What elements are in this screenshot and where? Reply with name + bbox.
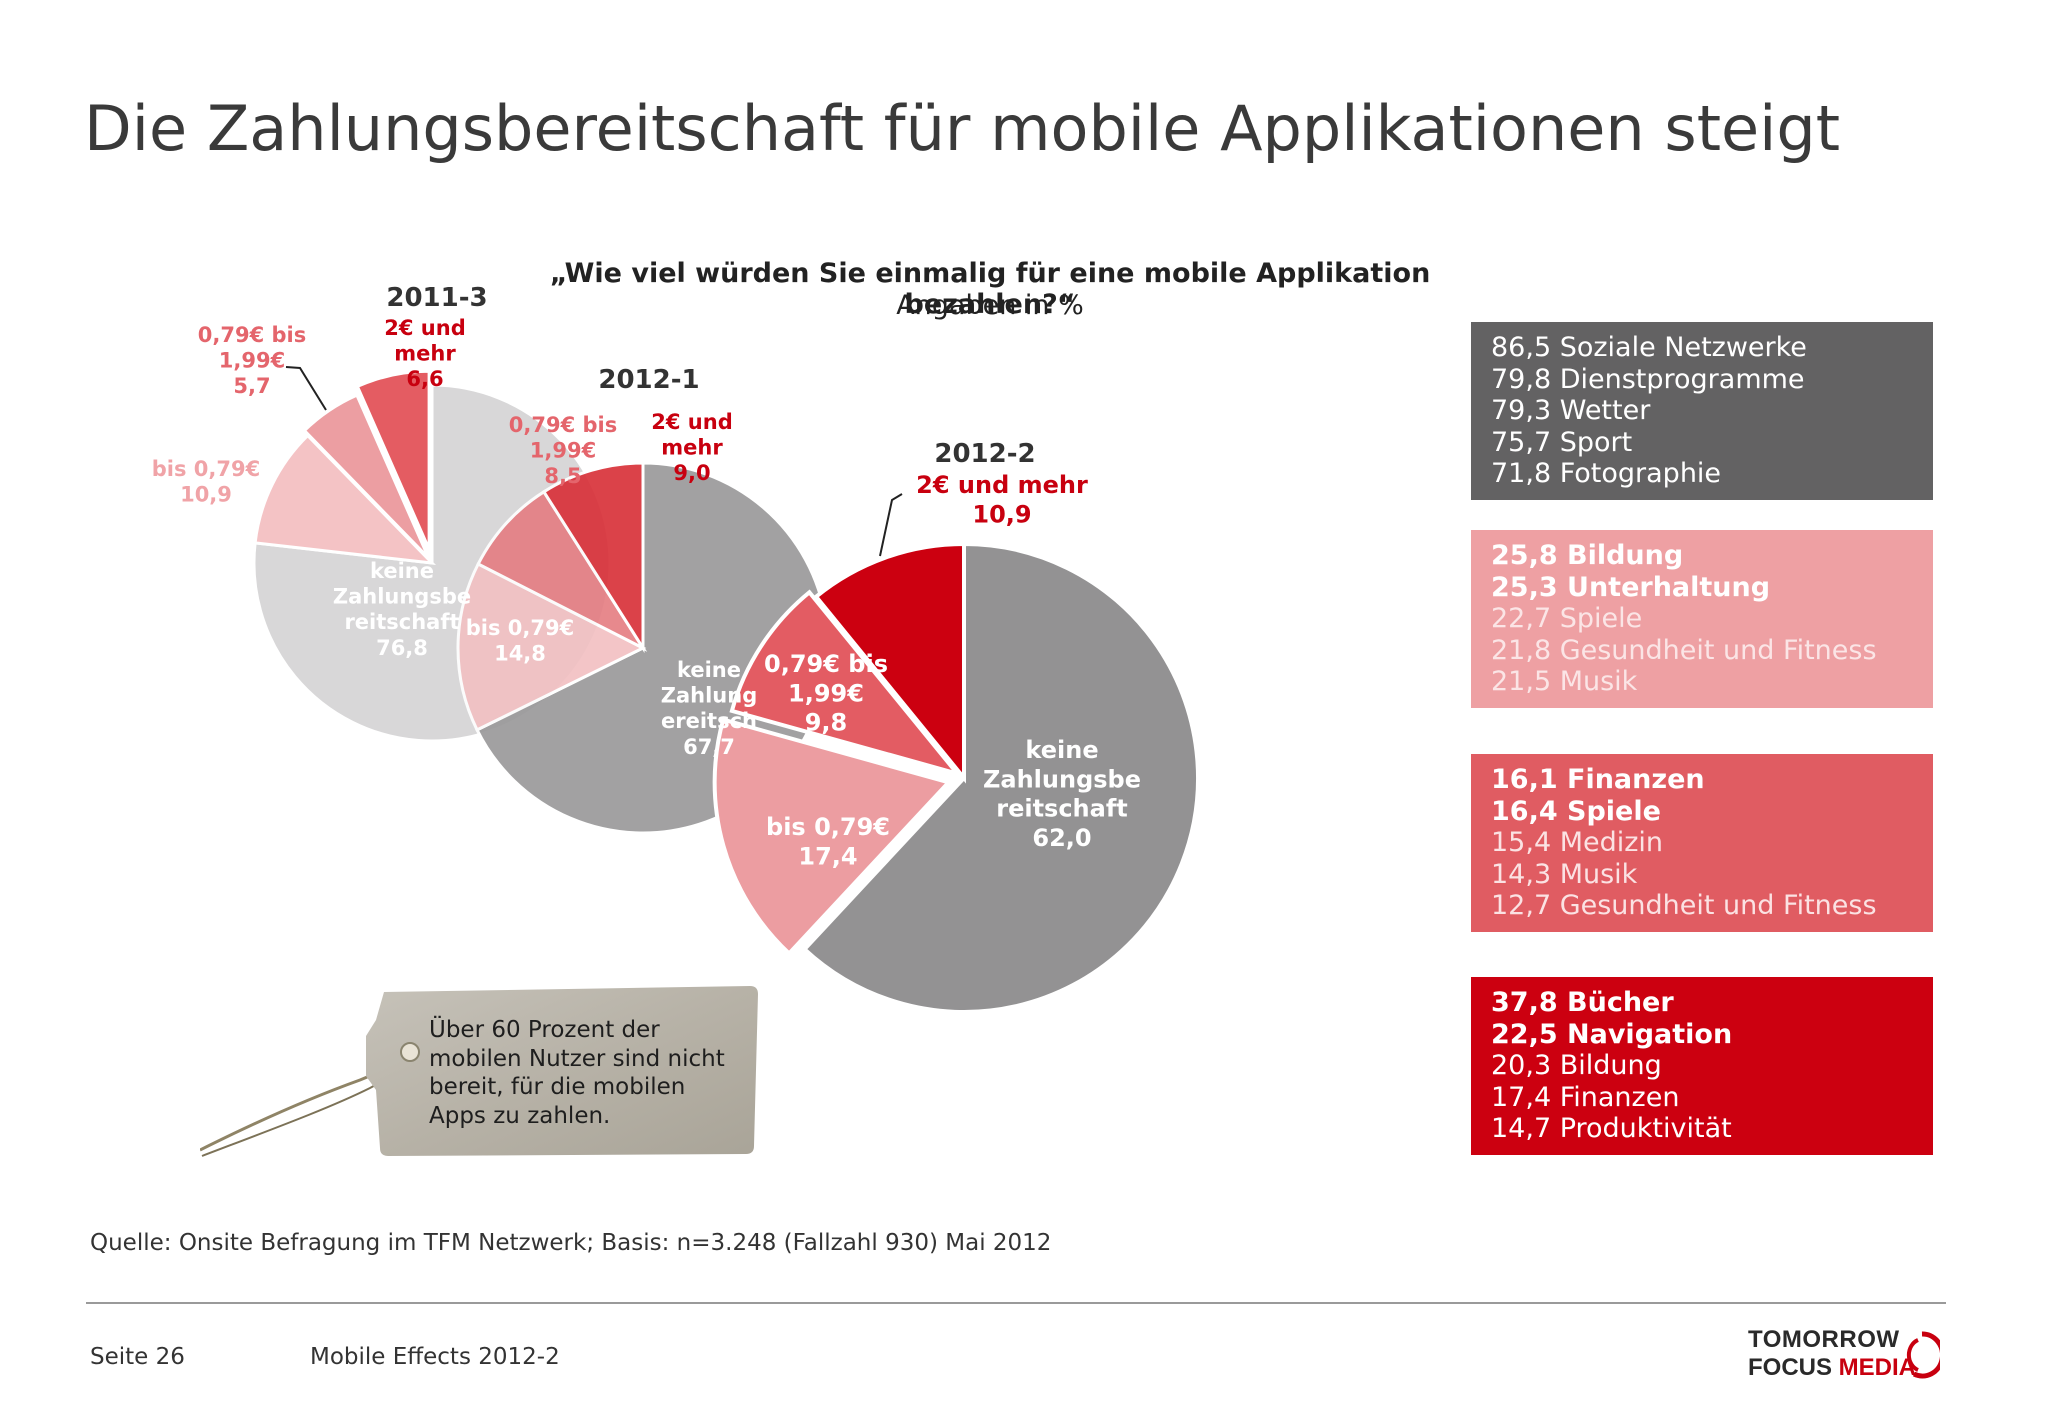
page-number: Seite 26	[90, 1344, 185, 1370]
category-item: 37,8 Bücher	[1491, 987, 1674, 1018]
pie-slice	[801, 541, 1201, 1014]
category-item: 17,4 Finanzen	[1491, 1081, 1680, 1113]
pie-2012-2	[712, 541, 1201, 1014]
slice-label: keine Zahlung ereitsch 67,7	[661, 658, 757, 759]
category-item: 86,5 Soziale Netzwerke	[1491, 332, 1807, 363]
pie-slice	[712, 717, 953, 957]
slice-label: bis 0,79€ 17,4	[766, 813, 890, 870]
slice-label: 2€ und mehr 9,0	[651, 410, 732, 485]
category-item: 20,3 Bildung	[1491, 1050, 1662, 1081]
tag-hole	[400, 1042, 420, 1062]
category-item: 75,7 Sport	[1491, 426, 1633, 458]
company-logo: TOMORROW FOCUS MEDIA	[1748, 1326, 1948, 1386]
logo-mark-icon	[1906, 1331, 1940, 1379]
category-item: 14,7 Produktivität	[1491, 1113, 1732, 1144]
category-item: 14,3 Musik	[1491, 858, 1638, 890]
category-box: 16,1 Finanzen 16,4 Spiele 15,4 Medizin 14,3…	[1471, 754, 1933, 932]
slice-label: bis 0,79€ 10,9	[152, 457, 260, 507]
price-tag-illustration	[200, 986, 758, 1157]
leader-line	[285, 366, 327, 411]
source-note: Quelle: Onsite Befragung im TFM Netzwerk…	[90, 1230, 1052, 1256]
category-item: 21,8 Gesundheit und Fitness	[1491, 634, 1877, 666]
category-box: 37,8 Bücher 22,5 Navigation 20,3 Bildung 17…	[1471, 977, 1933, 1155]
category-item: 22,5 Navigation	[1491, 1018, 1733, 1050]
pie-slice	[541, 461, 645, 654]
category-item: 21,5 Musik	[1491, 666, 1638, 697]
tag-body	[366, 986, 758, 1156]
page-title: Die Zahlungsbereitschaft für mobile Appl…	[84, 92, 1841, 165]
category-item: 15,4 Medizin	[1491, 827, 1664, 858]
pie-slice	[729, 589, 963, 778]
slice-label: keine Zahlungsbe reitschaft 76,8	[333, 559, 471, 660]
category-item: 79,3 Wetter	[1491, 395, 1651, 426]
pie-slice	[813, 541, 966, 784]
category-item: 22,7 Spiele	[1491, 603, 1643, 634]
category-item: 12,7 Gesundheit und Fitness	[1491, 890, 1877, 921]
pie-slice	[456, 561, 647, 732]
category-item: 79,8 Dienstprogramme	[1491, 363, 1805, 395]
category-item: 71,8 Fotographie	[1491, 458, 1722, 489]
slice-label: 0,79€ bis 1,99€ 9,8	[764, 650, 888, 737]
pie-slice	[302, 393, 431, 560]
leader-line	[879, 493, 903, 557]
slice-label: 0,79€ bis 1,99€ 5,7	[198, 323, 306, 398]
category-item: 16,4 Spiele	[1491, 795, 1661, 827]
pie-title: 2011-3	[386, 283, 487, 313]
slice-label: 0,79€ bis 1,99€ 8,5	[509, 413, 617, 488]
pie-slice	[476, 489, 648, 652]
survey-question: „Wie viel würden Sie einmalig für eine m…	[549, 258, 1431, 320]
category-item: 25,3 Unterhaltung	[1491, 571, 1771, 603]
pie-title: 2012-2	[934, 439, 1035, 469]
tag-text: Über 60 Prozent der mobilen Nutzer sind …	[429, 1017, 725, 1129]
category-item: 25,8 Bildung	[1491, 540, 1684, 571]
document-name: Mobile Effects 2012-2	[310, 1344, 560, 1370]
pie-slice	[253, 433, 437, 565]
slice-label: bis 0,79€ 14,8	[466, 616, 574, 666]
category-item: 16,1 Finanzen	[1491, 764, 1705, 795]
slice-label: 2€ und mehr 6,6	[384, 316, 465, 391]
pie-title: 2012-1	[598, 365, 699, 395]
category-box: 25,8 Bildung 25,3 Unterhaltung 22,7 Spiele…	[1471, 530, 1933, 708]
slice-label: keine Zahlungsbe reitschaft 62,0	[983, 736, 1141, 852]
footer-divider	[86, 1302, 1946, 1304]
slice-label: 2€ und mehr 10,9	[916, 471, 1088, 528]
pie-slice	[355, 369, 431, 550]
category-box: 86,5 Soziale Netzwerke 79,8 Dienstprogram…	[1471, 322, 1933, 500]
unit-label: Angaben in %	[896, 290, 1084, 321]
